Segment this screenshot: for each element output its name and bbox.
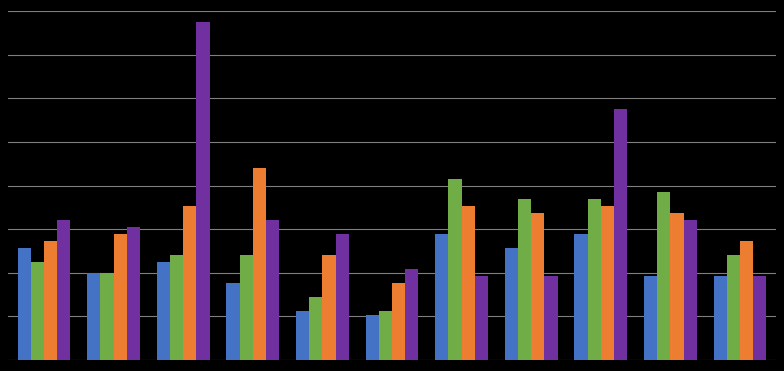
Bar [644, 276, 657, 360]
Bar [740, 241, 753, 360]
Bar [405, 269, 419, 360]
Bar [713, 276, 727, 360]
Bar [753, 276, 767, 360]
Bar [17, 248, 31, 360]
Bar [518, 200, 532, 360]
Bar [462, 206, 475, 360]
Bar [379, 311, 392, 360]
Bar [448, 178, 462, 360]
Bar [240, 255, 252, 360]
Bar [296, 311, 309, 360]
Bar [127, 227, 140, 360]
Bar [322, 255, 336, 360]
Bar [114, 234, 127, 360]
Bar [601, 206, 614, 360]
Bar [670, 213, 684, 360]
Bar [227, 283, 240, 360]
Bar [170, 255, 183, 360]
Bar [435, 234, 448, 360]
Bar [532, 213, 544, 360]
Bar [157, 262, 170, 360]
Bar [727, 255, 740, 360]
Bar [657, 193, 670, 360]
Bar [475, 276, 488, 360]
Bar [100, 273, 114, 360]
Bar [87, 273, 100, 360]
Bar [587, 200, 601, 360]
Bar [365, 315, 379, 360]
Bar [309, 297, 322, 360]
Bar [505, 248, 518, 360]
Bar [183, 206, 197, 360]
Bar [684, 220, 697, 360]
Bar [614, 109, 627, 360]
Bar [266, 220, 279, 360]
Bar [392, 283, 405, 360]
Bar [31, 262, 44, 360]
Bar [44, 241, 57, 360]
Bar [197, 22, 209, 360]
Bar [575, 234, 587, 360]
Bar [544, 276, 557, 360]
Bar [57, 220, 71, 360]
Bar [336, 234, 349, 360]
Bar [252, 168, 266, 360]
